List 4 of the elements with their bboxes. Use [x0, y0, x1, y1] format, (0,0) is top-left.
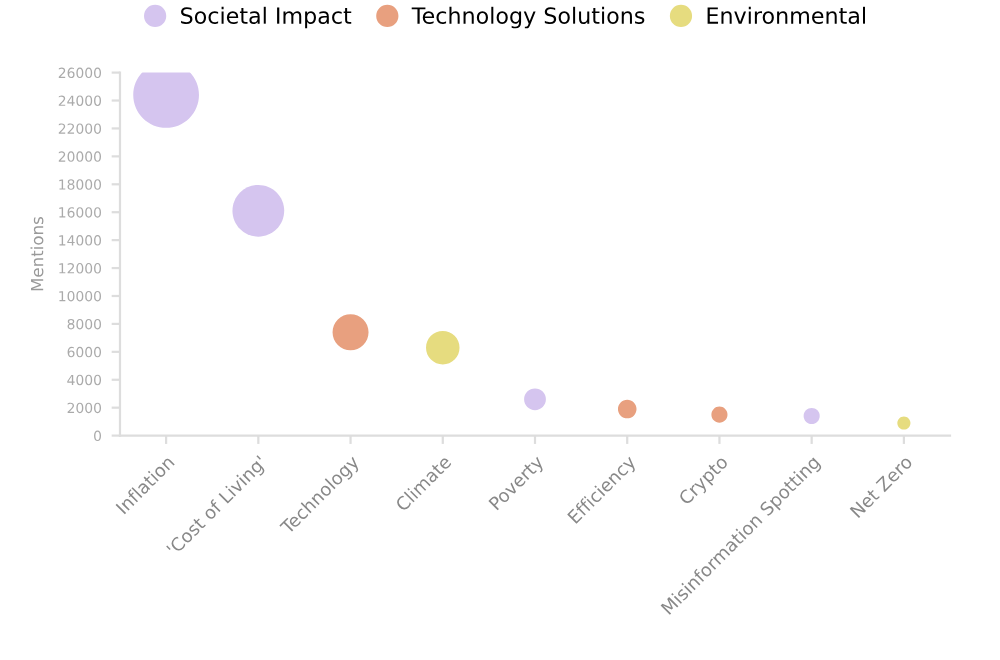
legend-label: Technology Solutions [411, 6, 645, 29]
legend-label: Environmental [707, 6, 866, 24]
y-axis-title: Mentions [30, 217, 44, 291]
legend-label: Societal Impact [181, 6, 352, 29]
